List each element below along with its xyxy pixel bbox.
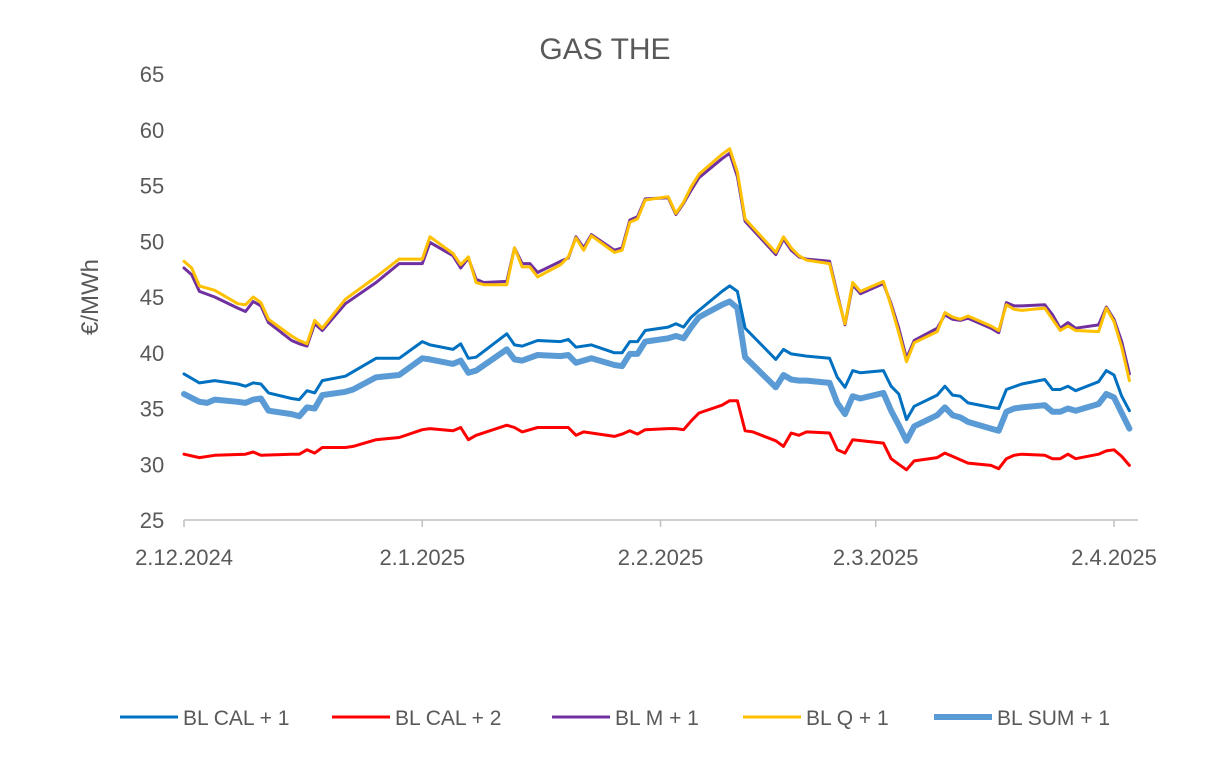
x-tick-label: 2.1.2025 <box>379 545 465 570</box>
x-tick-label: 2.4.2025 <box>1071 545 1157 570</box>
x-tick-label: 2.3.2025 <box>833 545 919 570</box>
series-line-bl-cal-2 <box>182 399 1131 472</box>
y-tick-label: 35 <box>140 397 164 422</box>
chart-title: GAS THE <box>539 33 670 66</box>
legend-label: BL Q + 1 <box>806 707 889 730</box>
y-tick-label: 60 <box>140 118 164 143</box>
y-axis-label: €/MWh <box>77 259 104 335</box>
legend: BL CAL + 1 BL CAL + 2 BL M + 1 BL Q + 1 BL S… <box>120 707 1110 730</box>
y-tick-label: 45 <box>140 285 164 310</box>
y-tick-label: 55 <box>140 174 164 199</box>
series-line-bl-sum-1 <box>181 298 1133 444</box>
series-line-bl-cal-1 <box>182 284 1131 422</box>
x-tick-label: 2.12.2024 <box>135 545 233 570</box>
legend-label: BL CAL + 2 <box>395 707 501 730</box>
legend-label: BL SUM + 1 <box>997 707 1110 730</box>
y-tick-label: 30 <box>140 452 164 477</box>
series-line-bl-q-1 <box>182 147 1131 383</box>
y-tick-label: 40 <box>140 341 164 366</box>
y-tick-label: 50 <box>140 229 164 254</box>
x-tick-label: 2.2.2025 <box>618 545 704 570</box>
plot-area <box>181 147 1133 472</box>
y-axis-ticks: 25 30 35 40 45 50 55 60 65 <box>140 62 164 533</box>
x-axis: 2.12.2024 2.1.2025 2.2.2025 2.3.2025 2.4.202… <box>135 519 1157 570</box>
y-tick-label: 65 <box>140 62 164 87</box>
y-tick-label: 25 <box>140 508 164 533</box>
legend-label: BL CAL + 1 <box>183 707 289 730</box>
legend-label: BL M + 1 <box>615 707 699 730</box>
